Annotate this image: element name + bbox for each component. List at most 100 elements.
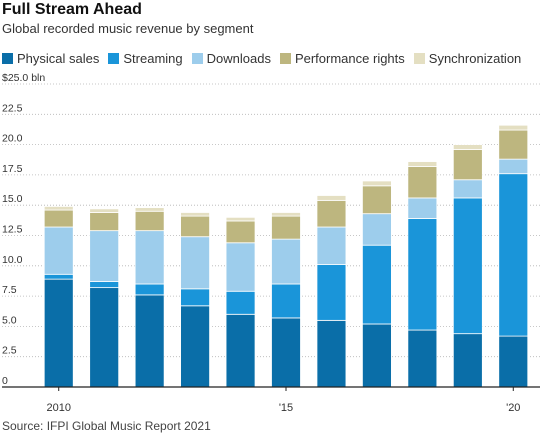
bar-segment	[89, 287, 120, 388]
x-tick-label: '15	[279, 402, 293, 414]
chart-title: Full Stream Ahead	[2, 1, 142, 18]
bar-segment	[498, 173, 529, 337]
y-tick-label: 7.5	[2, 284, 17, 296]
y-tick-label: 2.5	[2, 345, 17, 357]
bar-segment	[134, 283, 165, 296]
bar-segment	[316, 226, 347, 265]
x-tick-label: 2010	[46, 402, 70, 414]
chart-legend: Physical sales Streaming Downloads Perfo…	[2, 49, 530, 67]
legend-swatch	[191, 52, 203, 64]
bar-stack	[316, 195, 347, 388]
y-tick-label: 10.0	[2, 254, 23, 266]
y-tick-label: 17.5	[2, 163, 23, 175]
y-tick-label: 20.0	[2, 133, 23, 145]
bar-segment	[498, 335, 529, 388]
bar-segment	[43, 226, 74, 275]
legend-swatch	[279, 52, 291, 64]
bar-segment	[134, 210, 165, 232]
bar-stack	[271, 212, 301, 388]
bar-segment	[271, 212, 301, 217]
bar-segment	[452, 197, 483, 335]
y-tick-label: $25.0 bln	[2, 72, 45, 84]
bar-segment	[452, 179, 483, 199]
bar-segment	[316, 195, 347, 201]
legend-item-performance-rights: Performance rights	[279, 50, 405, 66]
chart-subtitle: Global recorded music revenue by segment	[2, 21, 254, 36]
bar-segment	[316, 199, 347, 228]
bar-segment	[89, 208, 120, 213]
legend-swatch	[413, 52, 425, 64]
bar-stack	[180, 212, 210, 388]
bar-segment	[271, 283, 301, 319]
y-tick-label: 12.5	[2, 224, 23, 236]
legend-item-streaming: Streaming	[108, 51, 183, 66]
bar-stack	[498, 124, 529, 388]
bar-segment	[43, 209, 74, 228]
bar-segment	[180, 215, 210, 238]
bar-segment	[407, 166, 438, 199]
bar-segment	[498, 124, 529, 131]
bar-segment	[89, 281, 120, 289]
bar-segment	[134, 207, 165, 212]
legend-label: Physical sales	[17, 50, 100, 66]
bar-segment	[452, 149, 483, 181]
bar-stack	[225, 216, 256, 388]
x-tick-label: '20	[506, 402, 520, 414]
legend-label: Performance rights	[294, 50, 405, 66]
legend-swatch	[2, 52, 13, 64]
bar-segment	[180, 212, 210, 217]
chart-source: Source: IFPI Global Music Report 2021	[2, 419, 211, 433]
bar-stack	[134, 207, 165, 388]
bar-segment	[225, 290, 256, 315]
bar-segment	[43, 273, 74, 280]
legend-item-downloads: Downloads	[191, 50, 271, 66]
bar-segment	[362, 244, 392, 325]
bar-segment	[362, 323, 392, 388]
bar-segment	[43, 278, 74, 388]
bar-segment	[225, 220, 256, 244]
bar-segment	[407, 218, 438, 331]
bar-segment	[498, 129, 529, 160]
legend-item-physical-sales: Physical sales	[2, 51, 99, 66]
y-tick-label: 22.5	[2, 102, 23, 114]
axes: 0 2.5 5.0 7.5 10.0 12.5 15.0 17.5 20.0 22.5 $25.0 …	[2, 72, 540, 414]
y-tick-label: 0	[2, 375, 8, 387]
y-tick-label: 15.0	[2, 193, 23, 205]
bar-segment	[362, 185, 392, 215]
legend-label: Synchronization	[428, 50, 522, 66]
legend-swatch	[108, 52, 120, 64]
bar-segment	[89, 212, 120, 232]
bar-segment	[271, 215, 301, 240]
bar-segment	[407, 161, 438, 167]
bar-segment	[362, 213, 392, 246]
bar-stacks	[43, 124, 529, 388]
bar-segment	[316, 264, 347, 321]
bar-segment	[362, 180, 392, 187]
bar-stack	[362, 180, 392, 388]
bar-segment	[180, 236, 210, 290]
bar-segment	[180, 288, 210, 307]
legend-item-synchronization: Synchronization	[413, 50, 522, 66]
bar-segment	[498, 158, 529, 175]
bar-segment	[225, 313, 256, 388]
bar-stack	[43, 206, 74, 388]
bar-segment	[452, 144, 483, 150]
bar-segment	[225, 242, 256, 292]
bar-segment	[43, 206, 74, 211]
bar-stack	[89, 208, 120, 388]
legend-label: Downloads	[206, 50, 271, 66]
bar-segment	[89, 230, 120, 282]
bar-stack	[407, 161, 438, 388]
bar-segment	[134, 294, 165, 388]
bar-segment	[271, 238, 301, 285]
bar-stack	[452, 144, 483, 388]
bar-segment	[180, 305, 210, 388]
bar-segment	[225, 216, 256, 222]
bar-segment	[407, 329, 438, 388]
bar-segment	[452, 333, 483, 388]
bar-segment	[316, 319, 347, 388]
bar-segment	[271, 317, 301, 388]
bar-segment	[134, 230, 165, 285]
bar-segment	[407, 197, 438, 219]
